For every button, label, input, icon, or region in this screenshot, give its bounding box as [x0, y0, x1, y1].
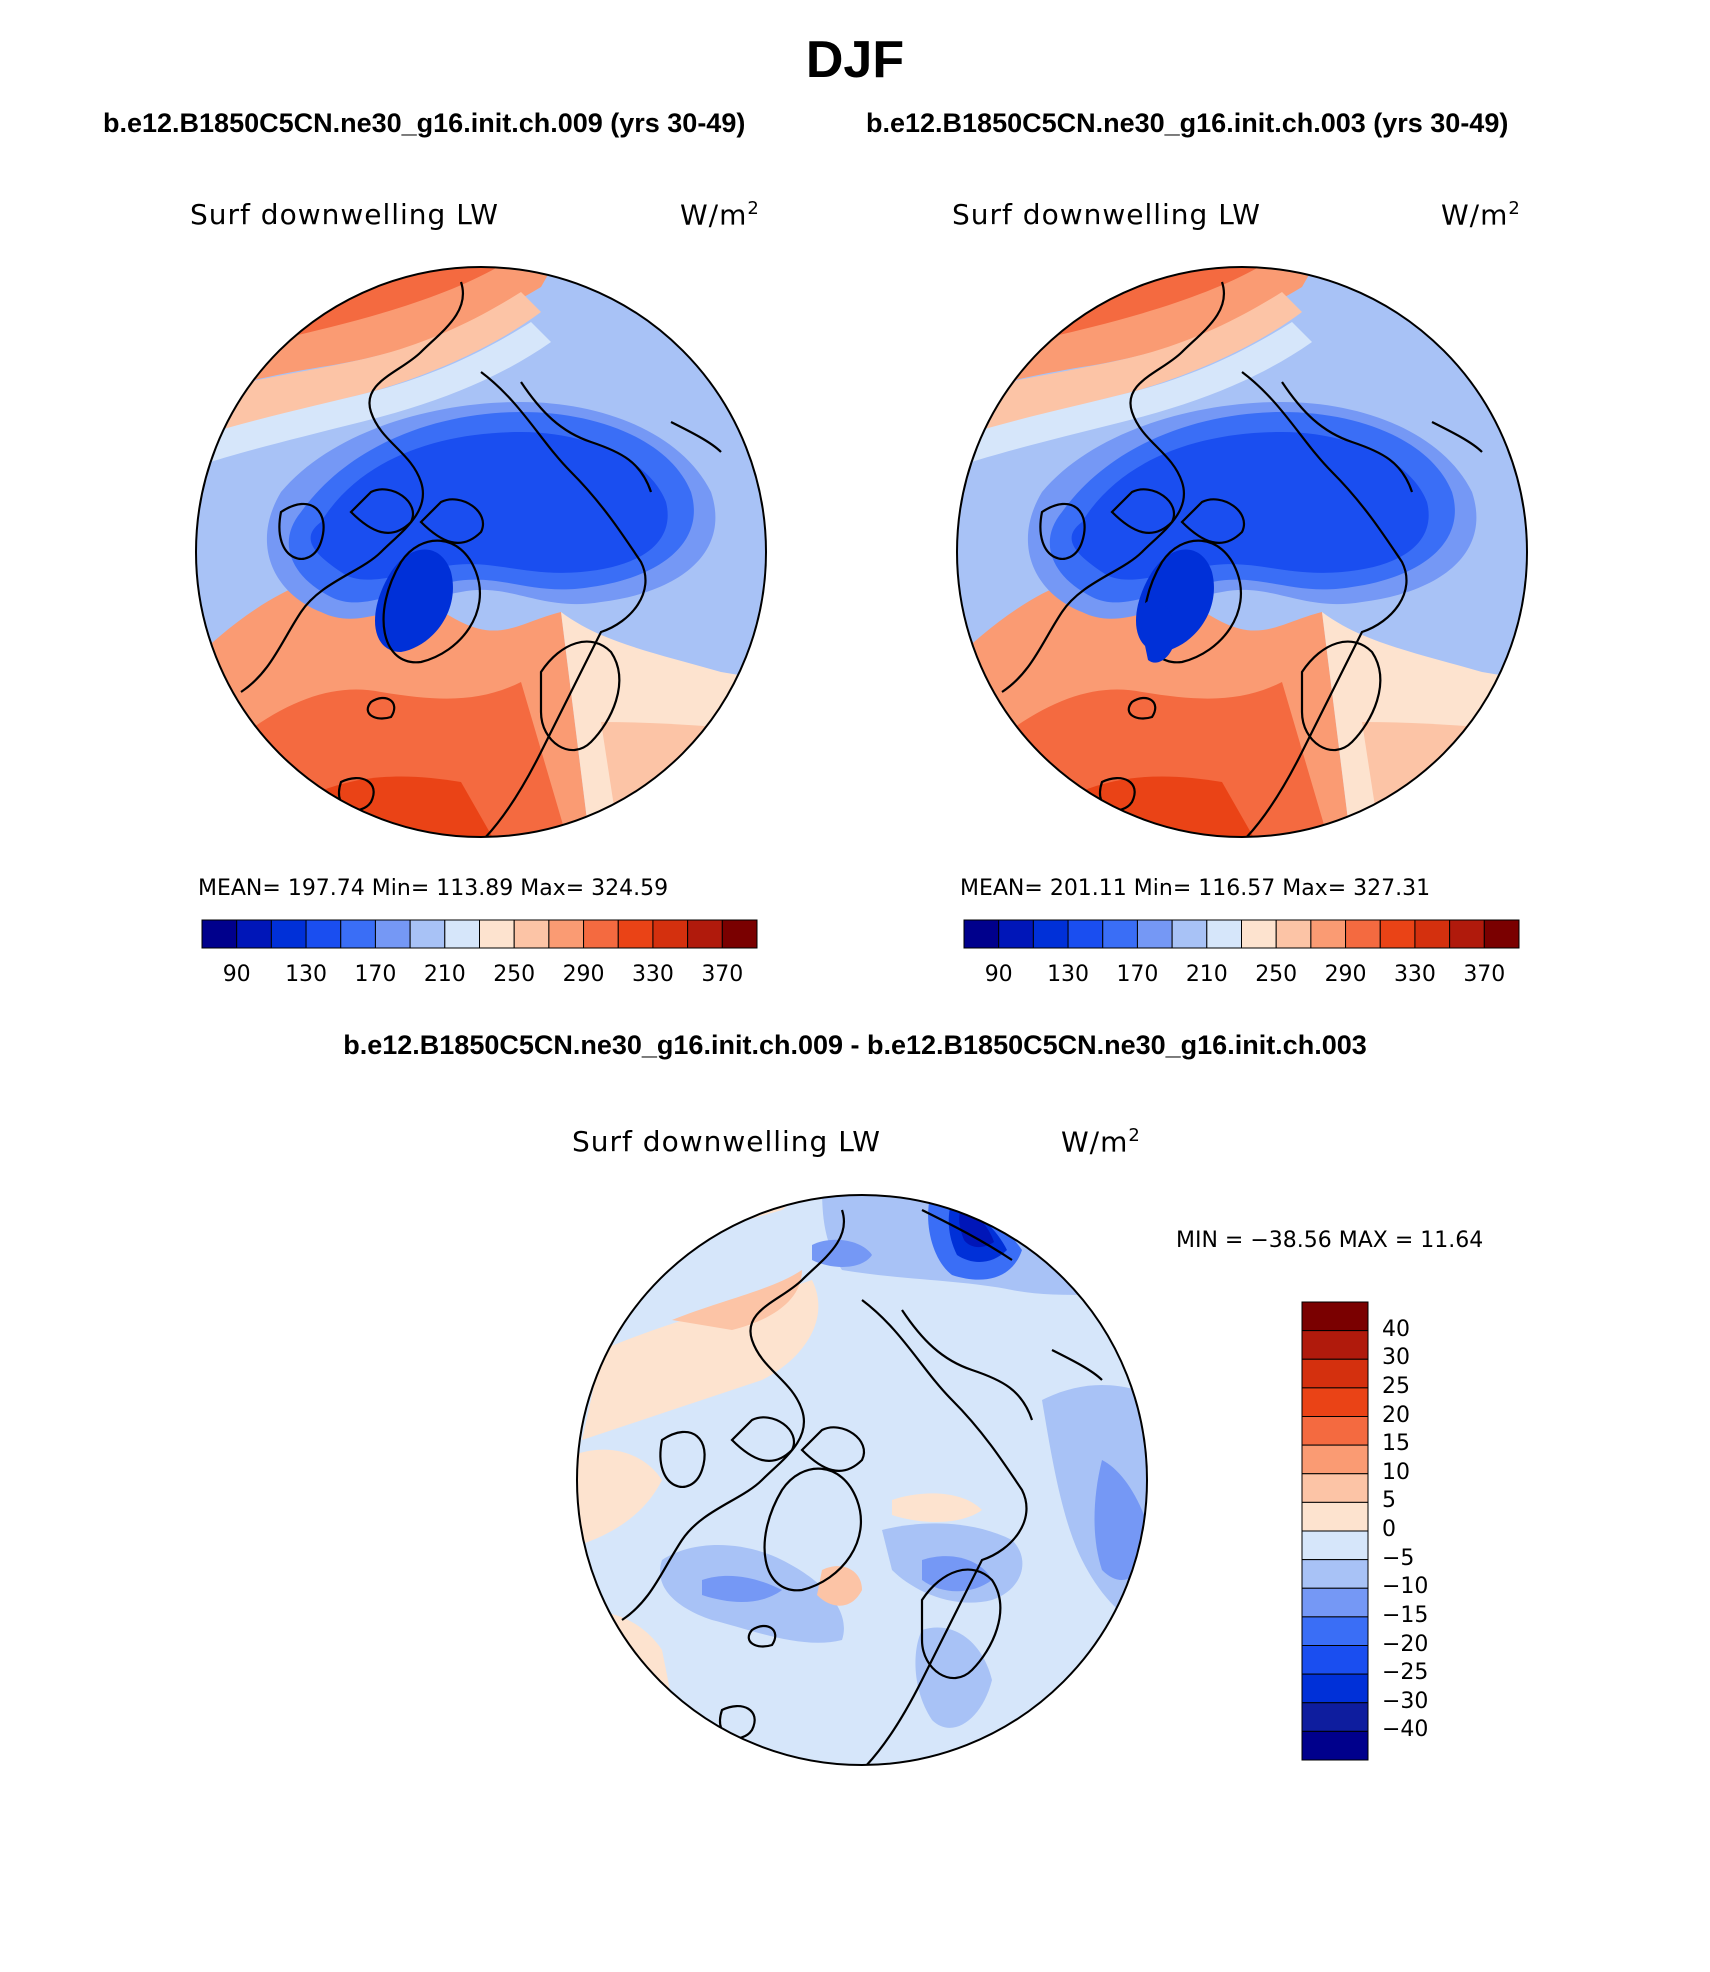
colorbar-a-swatch: [548, 919, 585, 949]
colorbar-diff-tick-label: 20: [1382, 1402, 1410, 1428]
colorbar-b-tick-label: 290: [1324, 962, 1367, 987]
colorbar-diff-swatch: [1301, 1587, 1369, 1618]
colorbar-diff-swatch: [1301, 1530, 1369, 1561]
colorbar-a-swatch: [340, 919, 376, 949]
colorbar-diff-swatch: [1301, 1501, 1369, 1532]
figure-title: DJF: [805, 31, 905, 89]
colorbar-b-swatch: [1345, 919, 1381, 949]
colorbar-a-swatch: [270, 919, 307, 949]
panel-a-stats: MEAN= 197.74 Min= 113.89 Max= 324.59: [198, 876, 669, 901]
colorbar-b-swatch: [1171, 919, 1208, 949]
panel-c-units: W/m2: [1061, 1125, 1141, 1159]
colorbar-b-swatch: [1241, 919, 1277, 949]
colorbar-a-tick-label: 290: [562, 962, 605, 987]
colorbar-diff-tick-label: 0: [1382, 1517, 1396, 1542]
colorbar-diff-swatch: [1301, 1330, 1369, 1360]
colorbar-b-swatch: [1102, 919, 1138, 949]
difference-title: b.e12.B1850C5CN.ne30_g16.init.ch.009 - b…: [343, 1030, 1367, 1060]
colorbar-diff-swatch: [1301, 1473, 1369, 1503]
colorbar-b-swatch: [1275, 919, 1312, 949]
colorbar-b-swatch: [1310, 919, 1347, 949]
colorbar-b-swatch: [998, 919, 1034, 949]
colorbar-a-swatch: [409, 919, 446, 949]
colorbar-diff-tick-label: −20: [1382, 1631, 1429, 1657]
colorbar-a-swatch: [617, 919, 654, 949]
colorbar-diff-tick-label: −25: [1382, 1660, 1429, 1686]
colorbar-a-swatch: [513, 919, 550, 949]
colorbar-b-swatch: [1136, 919, 1173, 949]
colorbar-panel-a: [201, 919, 758, 949]
colorbar-diff-tick-label: −15: [1382, 1602, 1429, 1628]
colorbar-a-swatch: [479, 919, 515, 949]
colorbar-b-swatch: [1032, 919, 1069, 949]
map-panel-b: [956, 266, 1528, 838]
panel-b-variable: Surf downwelling LW: [952, 198, 1261, 231]
colorbar-b-swatch: [1414, 919, 1451, 949]
colorbar-b-swatch: [1206, 919, 1242, 949]
colorbar-diff-tick-label: 30: [1382, 1345, 1410, 1371]
colorbar-b-swatch: [1379, 919, 1416, 949]
colorbar-diff-swatch: [1301, 1645, 1369, 1675]
colorbar-a-tick-label: 130: [285, 962, 328, 987]
case-b-title: b.e12.B1850C5CN.ne30_g16.init.ch.003 (yr…: [866, 108, 1509, 138]
colorbar-a-swatch: [201, 919, 238, 949]
colorbar-b-tick-label: 90: [984, 962, 1013, 987]
panel-c-variable: Surf downwelling LW: [572, 1125, 881, 1158]
colorbar-b-tick-label: 370: [1463, 962, 1506, 987]
panel-a-units: W/m2: [680, 198, 760, 232]
map-panel-a: [195, 266, 767, 838]
colorbar-a-swatch: [583, 919, 619, 949]
colorbar-diff-tick-label: −5: [1382, 1545, 1415, 1571]
colorbar-diff-tick-label: 40: [1382, 1316, 1410, 1342]
colorbar-diff-tick-label: 5: [1382, 1488, 1396, 1514]
colorbar-a-swatch: [305, 919, 342, 949]
colorbar-diff-swatch: [1301, 1358, 1369, 1389]
colorbar-b-tick-label: 170: [1116, 962, 1159, 987]
colorbar-a-tick-label: 330: [631, 962, 674, 987]
colorbar-diff-tick-label: −40: [1382, 1717, 1429, 1743]
colorbar-a-swatch: [652, 919, 689, 949]
panel-b-stats: MEAN= 201.11 Min= 116.57 Max= 327.31: [960, 876, 1431, 901]
colorbar-diff-swatch: [1301, 1616, 1369, 1646]
colorbar-diff-swatch: [1301, 1387, 1369, 1417]
colorbar-a-tick-label: 250: [493, 962, 536, 987]
colorbar-diff-swatch: [1301, 1673, 1369, 1704]
colorbar-b-tick-label: 210: [1185, 962, 1228, 987]
colorbar-b-swatch: [963, 919, 1000, 949]
colorbar-diff-swatch: [1301, 1559, 1369, 1589]
colorbar-a-tick-label: 370: [701, 962, 744, 987]
colorbar-panel-b: [963, 919, 1520, 949]
colorbar-a-swatch: [374, 919, 411, 949]
case-a-title: b.e12.B1850C5CN.ne30_g16.init.ch.009 (yr…: [103, 108, 746, 138]
colorbar-a-tick-label: 210: [423, 962, 466, 987]
colorbar-diff-tick-label: −30: [1382, 1688, 1429, 1714]
colorbar-b-swatch: [1449, 919, 1485, 949]
colorbar-a-swatch: [721, 919, 758, 949]
panel-b-units: W/m2: [1441, 198, 1521, 232]
colorbar-difference: [1301, 1301, 1369, 1761]
colorbar-diff-tick-label: 10: [1382, 1459, 1410, 1485]
colorbar-a-swatch: [687, 919, 723, 949]
colorbar-diff-swatch: [1301, 1416, 1369, 1446]
map-panel-difference: [576, 1194, 1148, 1766]
colorbar-diff-swatch: [1301, 1444, 1369, 1475]
panel-c-stats: MIN = −38.56 MAX = 11.64: [1176, 1228, 1484, 1253]
colorbar-a-swatch: [236, 919, 272, 949]
colorbar-b-tick-label: 130: [1047, 962, 1090, 987]
colorbar-diff-tick-label: 25: [1382, 1373, 1410, 1399]
colorbar-b-swatch: [1067, 919, 1104, 949]
colorbar-b-swatch: [1483, 919, 1520, 949]
colorbar-b-tick-label: 250: [1255, 962, 1298, 987]
colorbar-a-tick-label: 90: [222, 962, 251, 987]
colorbar-a-swatch: [444, 919, 480, 949]
colorbar-diff-swatch: [1301, 1301, 1369, 1332]
colorbar-diff-swatch: [1301, 1702, 1369, 1732]
colorbar-b-tick-label: 330: [1393, 962, 1436, 987]
colorbar-diff-swatch: [1301, 1730, 1369, 1761]
colorbar-diff-tick-label: −10: [1382, 1574, 1429, 1600]
panel-a-variable: Surf downwelling LW: [190, 198, 499, 231]
colorbar-a-tick-label: 170: [354, 962, 397, 987]
colorbar-diff-tick-label: 15: [1382, 1431, 1410, 1457]
